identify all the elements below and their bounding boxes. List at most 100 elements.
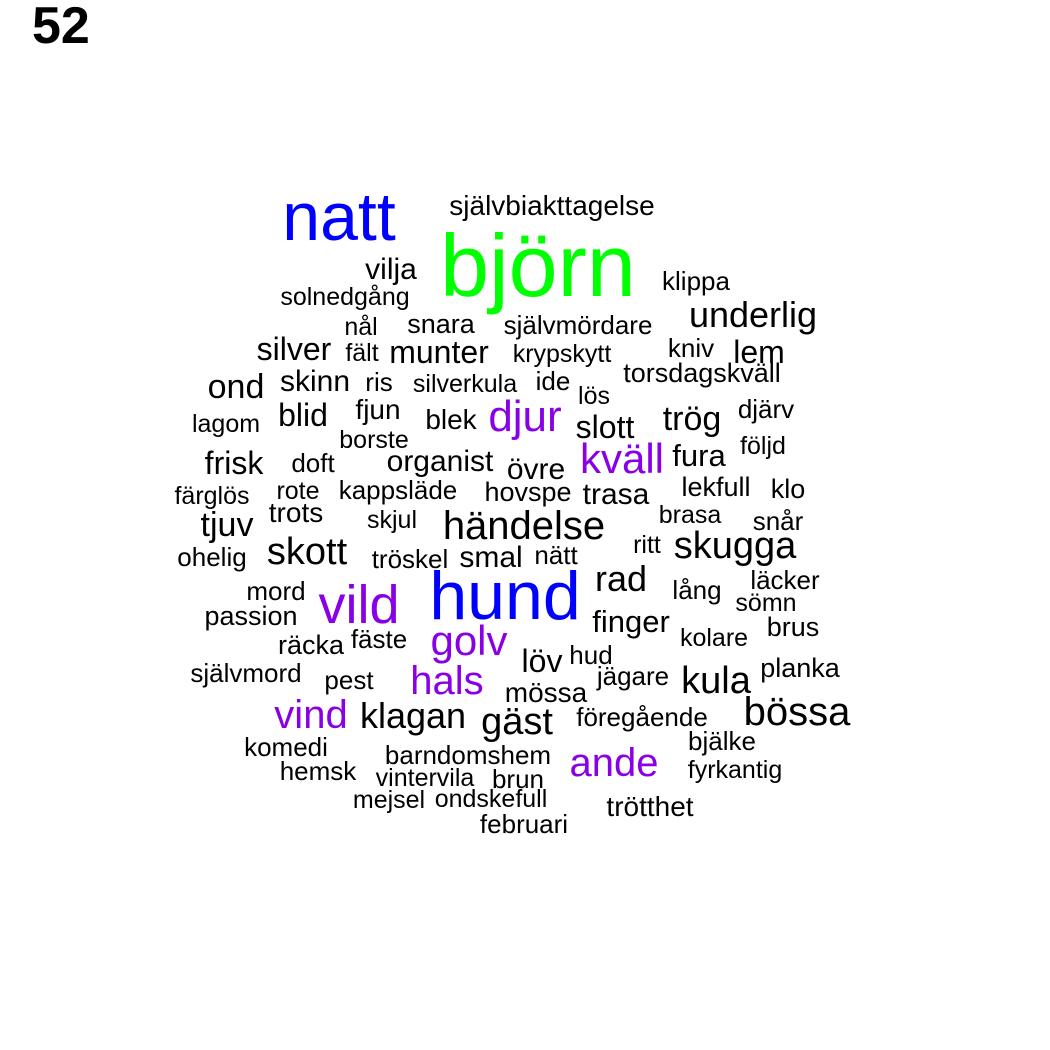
word-natt: natt	[282, 179, 396, 255]
word-ondskefull: ondskefull	[434, 785, 548, 813]
word-silverkula: silverkula	[412, 370, 518, 398]
word-kolare: kolare	[679, 624, 749, 652]
word-klo: klo	[770, 474, 806, 504]
word-trasa: trasa	[582, 478, 650, 511]
word-hemsk: hemsk	[279, 756, 357, 786]
word-lang: lång	[672, 575, 722, 605]
word-krypskytt: krypskytt	[512, 340, 612, 368]
word-somn: sömn	[735, 589, 797, 617]
word-bjalke: bjälke	[688, 726, 756, 756]
word-mord: mord	[246, 576, 306, 606]
word-mejsel: mejsel	[352, 786, 426, 814]
word-troskel: tröskel	[371, 544, 449, 574]
word-silver: silver	[256, 331, 332, 367]
word-ond: ond	[207, 368, 265, 406]
word-lov: löv	[521, 643, 563, 679]
word-falt: fält	[345, 339, 379, 367]
page-number: 52	[32, 0, 90, 55]
word-vintervila: vintervila	[375, 764, 475, 792]
word-vilja: vilja	[365, 253, 417, 286]
word-solnedgang: solnedgång	[280, 283, 410, 311]
word-kappslade: kappsläde	[338, 475, 458, 505]
word-ris: ris	[365, 367, 393, 397]
word-rad: rad	[594, 558, 648, 599]
word-brasa: brasa	[658, 501, 722, 529]
word-ovre: övre	[506, 453, 566, 486]
word-doft: doft	[291, 448, 335, 478]
word-hovspe: hovspe	[484, 477, 572, 507]
word-organist: organist	[386, 445, 494, 478]
word-lagom: lagom	[191, 410, 261, 438]
word-nal: nål	[344, 313, 378, 341]
word-mossa: mössa	[504, 677, 588, 708]
word-pest: pest	[324, 665, 374, 695]
word-golv: golv	[430, 617, 508, 664]
word-borste: borste	[339, 426, 409, 454]
word-fura: fura	[672, 438, 726, 473]
word-sjalvmord: självmord	[190, 658, 302, 688]
word-lem: lem	[733, 334, 785, 370]
word-trog: trög	[662, 400, 722, 438]
word-sjalvbiakttagelse: självbiakttagelse	[449, 190, 655, 221]
word-skjul: skjul	[366, 506, 418, 534]
word-skinn: skinn	[279, 365, 351, 398]
word-barndomshem: barndomshem	[384, 740, 552, 770]
word-hund: hund	[429, 558, 581, 634]
word-bossa: bössa	[743, 690, 851, 734]
word-djarv: djärv	[737, 394, 795, 424]
word-passion: passion	[204, 601, 298, 631]
word-gast: gäst	[481, 701, 553, 743]
word-fjun: fjun	[355, 394, 401, 425]
word-ohelig: ohelig	[177, 542, 247, 572]
word-ritt: ritt	[633, 531, 661, 559]
word-djur: djur	[488, 392, 562, 441]
word-vind: vind	[274, 693, 348, 737]
word-natt: nätt	[534, 540, 578, 570]
word-klippa: klippa	[662, 266, 730, 296]
word-vild: vild	[318, 575, 400, 635]
word-tjuv: tjuv	[200, 506, 254, 544]
word-slott: slott	[575, 409, 635, 445]
word-brun: brun	[491, 764, 545, 794]
word-racka: räcka	[277, 630, 345, 660]
word-handelse: händelse	[442, 504, 606, 548]
word-foljd: följd	[740, 432, 786, 460]
word-bjorn: björn	[440, 216, 636, 315]
word-underlig: underlig	[688, 294, 818, 335]
word-hud: hud	[569, 640, 613, 670]
word-sjalvmordare: självmördare	[503, 310, 653, 340]
word-snara: snara	[407, 309, 475, 339]
word-ide: ide	[535, 366, 571, 396]
word-trotthet: trötthet	[606, 791, 694, 822]
word-farglos: färglös	[174, 482, 250, 510]
word-trots: trots	[268, 497, 324, 528]
word-torsdagskvall: torsdagskväll	[623, 358, 781, 388]
word-kniv: kniv	[667, 333, 715, 363]
word-lekfull: lekfull	[681, 472, 751, 502]
word-fyrkantig: fyrkantig	[687, 756, 783, 784]
word-faste: fäste	[350, 624, 408, 654]
word-munter: munter	[389, 334, 489, 370]
word-brus: brus	[766, 612, 820, 642]
word-februari: februari	[479, 809, 569, 839]
word-los: lös	[578, 382, 610, 410]
word-rote: rote	[276, 477, 320, 505]
word-skugga: skugga	[673, 525, 797, 567]
word-frisk: frisk	[204, 445, 264, 481]
word-ande: ande	[569, 741, 659, 785]
word-lacker: läcker	[750, 565, 820, 595]
word-planka: planka	[760, 653, 840, 683]
word-jagare: jägare	[596, 661, 670, 691]
word-snar: snår	[752, 506, 804, 536]
word-hals: hals	[410, 659, 484, 703]
word-blid: blid	[278, 397, 328, 433]
word-finger: finger	[592, 604, 670, 639]
word-foregaende: föregående	[576, 702, 708, 732]
word-blek: blek	[425, 404, 477, 435]
word-kula: kula	[681, 660, 751, 702]
word-kvall: kväll	[579, 435, 665, 482]
word-komedi: komedi	[244, 732, 328, 762]
word-smal: smal	[459, 541, 523, 574]
word-klagan: klagan	[359, 695, 467, 736]
